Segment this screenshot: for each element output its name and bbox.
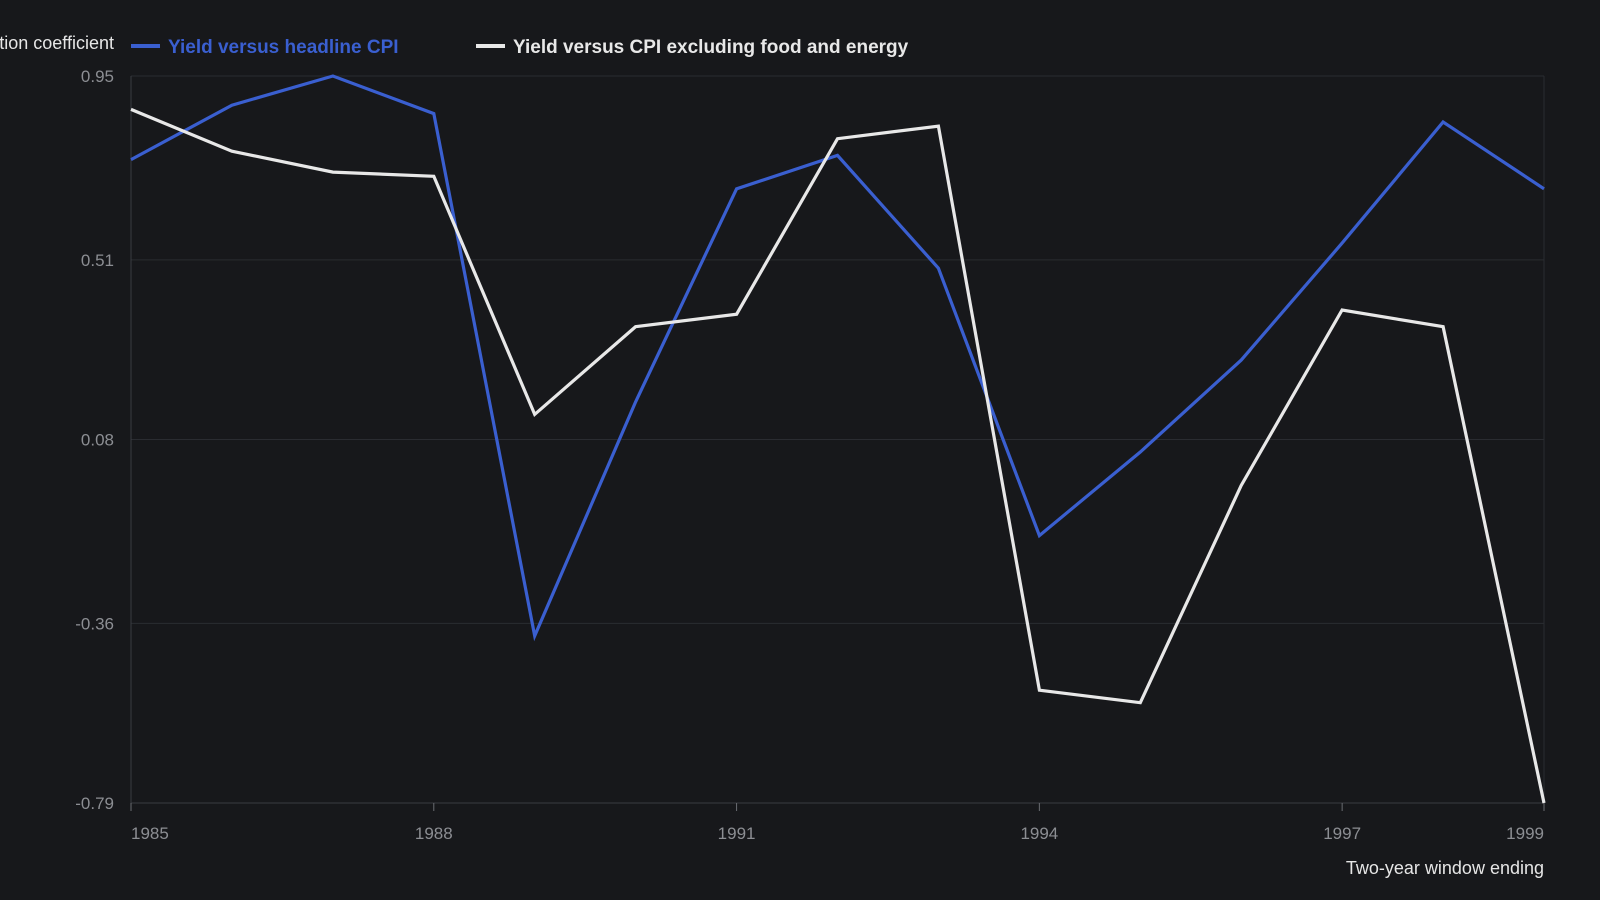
series-lines xyxy=(130,74,1546,804)
x-axis-title: Two-year window ending xyxy=(1346,858,1544,878)
legend: Yield versus headline CPI Yield versus CP… xyxy=(131,37,909,58)
y-tick-label: -0.36 xyxy=(75,614,114,633)
axes: 0.95 0.51 0.08 -0.36 -0.79 1985 1988 1991 1994 19… xyxy=(75,67,1545,843)
y-tick-label: 0.08 xyxy=(81,431,114,450)
x-tick-label: 1997 xyxy=(1323,824,1361,843)
series-line-1 xyxy=(130,74,1545,642)
series-line-2 xyxy=(130,107,1546,804)
legend-label-2: Yield versus CPI excluding food and ener… xyxy=(513,37,909,58)
y-tick-label: 0.51 xyxy=(81,251,114,270)
legend-label-1: Yield versus headline CPI xyxy=(168,37,399,58)
gridlines xyxy=(131,75,1544,804)
y-axis-title: Correlation coefficient xyxy=(0,33,114,53)
y-tick-label: -0.79 xyxy=(75,794,114,813)
x-tick-label: 1994 xyxy=(1020,824,1058,843)
x-tick-label: 1991 xyxy=(718,824,756,843)
x-tick-label: 1988 xyxy=(415,824,453,843)
y-tick-label: 0.95 xyxy=(81,67,114,86)
x-tick-label: 1985 xyxy=(131,824,169,843)
x-tick-label: 1999 xyxy=(1506,824,1544,843)
